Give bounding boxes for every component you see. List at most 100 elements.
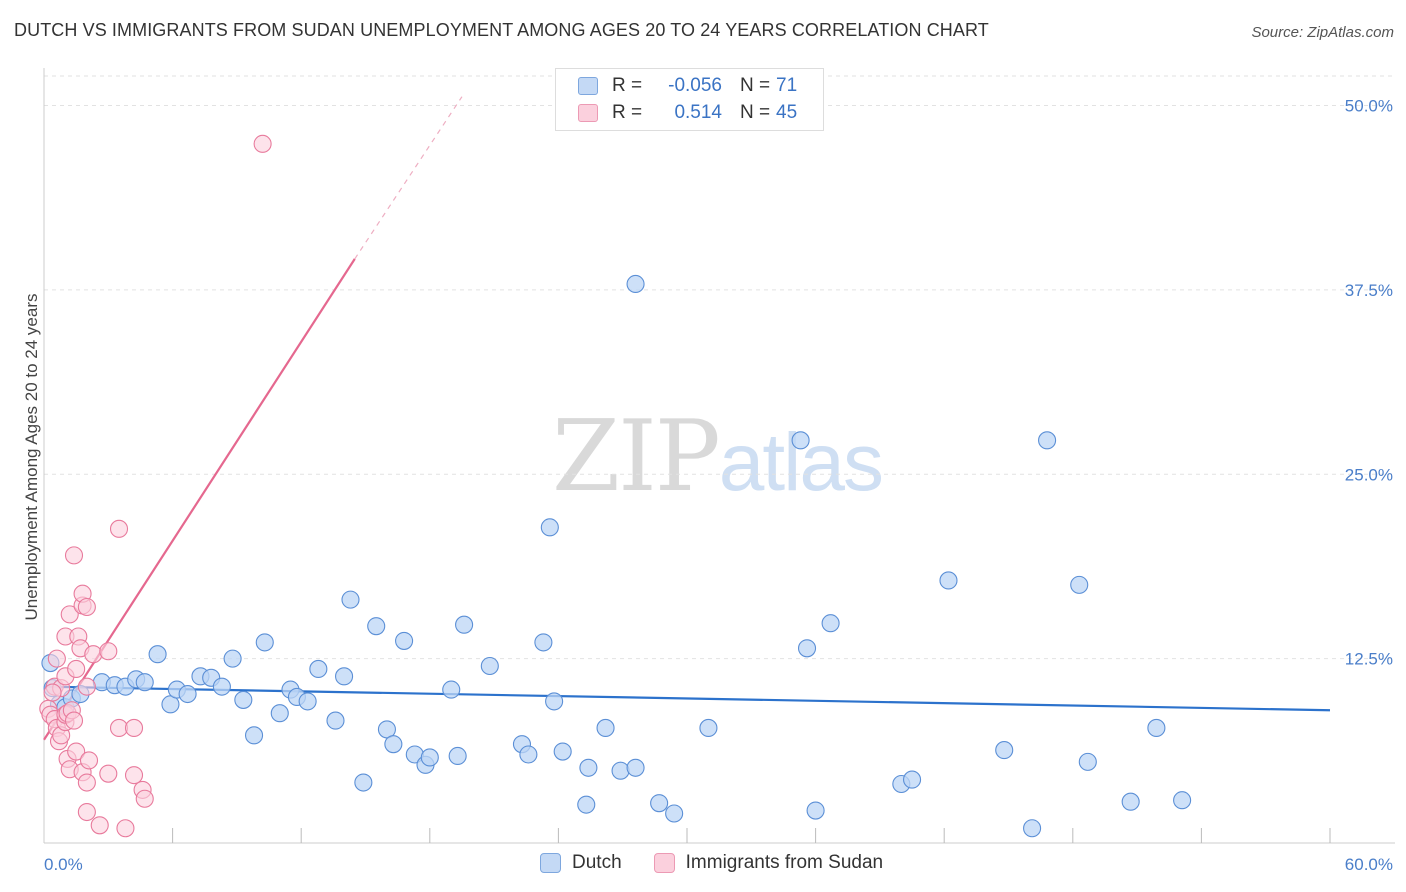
sudan-point [116,819,135,838]
sudan-r-value: 0.514 [674,102,722,123]
r-label: R = [612,102,643,123]
dutch-point [395,631,414,650]
dutch-point [626,274,645,294]
dutch-point [420,748,439,767]
dutch-point [135,673,154,692]
sudan-swatch [578,104,598,122]
dutch-point [244,726,264,745]
x-tick-label: 0.0% [44,855,83,874]
sudan-trend-extension [354,96,463,260]
dutch-point [902,770,922,789]
sudan-point [67,742,86,761]
sudan-n-value: 45 [776,102,798,123]
y-tick-label: 50.0% [1345,97,1393,116]
dutch-r-value: -0.056 [668,75,722,96]
legend-item-sudan[interactable]: Immigrants from Sudan [653,852,884,874]
sudan-point [124,766,144,785]
dutch-point [212,677,231,696]
y-tick-label: 37.5% [1345,281,1393,300]
dutch-point [1147,718,1166,738]
x-tick-label: 60.0% [1345,855,1393,874]
r-label: R = [612,75,643,96]
sudan-point [253,134,272,153]
dutch-point [178,684,197,704]
dutch-point [455,615,474,634]
y-tick-label: 25.0% [1345,465,1393,484]
dutch-point [579,758,598,777]
dutch-point [1070,575,1089,594]
dutch-point [577,795,596,814]
dutch-point [384,735,403,754]
dutch-point [939,571,958,590]
watermark: ZIPatlas [552,400,884,514]
legend-label-sudan: Immigrants from Sudan [685,852,884,873]
dutch-point [255,633,274,652]
dutch-point [797,639,817,658]
sudan-point [64,711,84,730]
y-tick-label: 12.5% [1345,650,1393,669]
dutch-point [367,617,386,636]
tick-labels: 12.5% 25.0% 37.5% 50.0% 0.0% 60.0% [44,97,1393,875]
dutch-point [326,711,345,730]
legend-item-dutch[interactable]: Dutch [540,852,622,874]
dutch-point [354,773,373,792]
dutch-point [791,431,810,450]
sudan-point [47,649,66,668]
sudan-legend-swatch [653,853,675,873]
dutch-point [553,742,572,761]
dutch-legend-swatch [540,853,561,873]
dutch-point [442,680,461,699]
dutch-point [341,590,360,609]
stats-row-sudan: R = 0.514 N = 45 [578,101,797,125]
source-label: Source: ZipAtlas.com [1251,24,1394,41]
stats-row-dutch: R = -0.056 N = 71 [578,74,797,98]
series-legend: Dutch Immigrants from Sudan [540,852,915,874]
dutch-point [335,667,354,686]
sudan-point [90,816,109,835]
sudan-point [77,677,96,696]
dutch-point [650,794,669,813]
dutch-points [41,274,1192,838]
dutch-point [1078,752,1097,771]
dutch-point [148,645,167,664]
stats-legend: R = -0.056 N = 71 R = 0.514 N = 45 [555,68,824,131]
dutch-point [1038,431,1057,450]
dutch-trend-line [43,685,1331,712]
sudan-points [39,134,272,838]
dutch-point [995,741,1014,760]
sudan-point [67,659,86,679]
dutch-point [223,649,242,668]
dutch-point [806,801,825,820]
legend-label-dutch: Dutch [572,852,622,873]
gridlines [44,75,1395,660]
axes [43,68,1395,844]
dutch-point [270,704,289,723]
sudan-point [109,519,129,538]
dutch-point [448,746,467,766]
sudan-point [77,773,96,792]
sudan-point [77,802,96,822]
sudan-point [79,751,99,770]
dutch-point [1173,791,1192,810]
dutch-point [545,692,564,711]
sudan-point [109,718,129,738]
sudan-point [124,718,144,738]
sudan-point [99,764,118,783]
sudan-point [43,683,62,702]
dutch-n-value: 71 [776,75,798,96]
dutch-point [309,659,328,679]
dutch-point [626,758,645,777]
dutch-point [611,761,630,780]
n-label: N = [740,102,771,123]
dutch-point [519,745,538,764]
sudan-point [99,642,118,661]
watermark-zip: ZIP [552,400,721,514]
sudan-point [77,597,96,617]
sudan-point [60,605,79,624]
dutch-point [1121,792,1140,811]
dutch-point [234,690,253,709]
dutch-point [480,656,499,676]
dutch-point [534,633,553,652]
dutch-point [596,718,615,738]
dutch-point [665,804,684,823]
